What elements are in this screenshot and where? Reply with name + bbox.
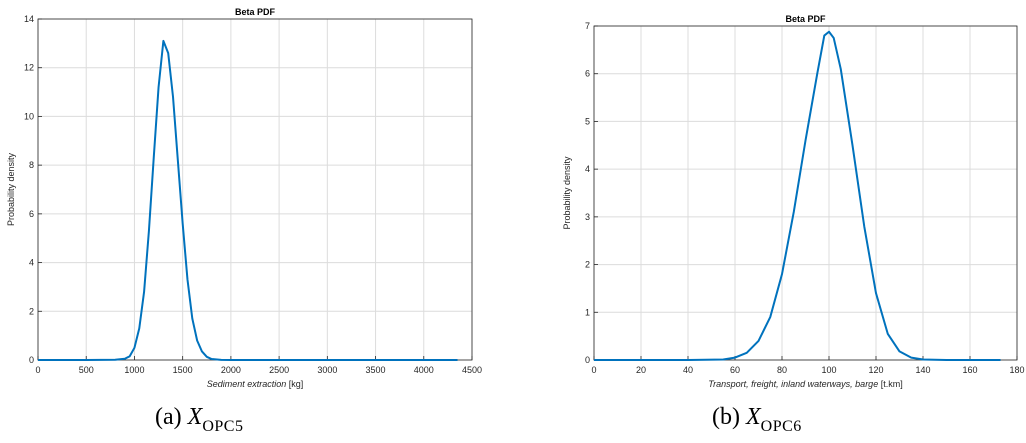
chart-a-axes-box <box>37 18 473 361</box>
chart-b-x-tick-label-0: 0 <box>591 365 596 375</box>
chart-b-y-tick-label-2: 2 <box>585 260 590 270</box>
chart-a-y-tick-label-4: 8 <box>29 160 34 170</box>
caption-a-label: (a) <box>155 404 182 430</box>
chart-a-svg: 0 500 1000 1500 2000 2500 3000 3500 4000 4500 0 2 4 6… <box>6 7 482 389</box>
chart-b-y-tick-label-5: 5 <box>585 116 590 126</box>
caption-b-label: (b) <box>712 404 740 430</box>
chart-b-y-tick-label-7: 7 <box>585 21 590 31</box>
chart-a-y-tick-label-7: 14 <box>24 14 34 24</box>
chart-b-y-tick-label-1: 1 <box>585 307 590 317</box>
chart-b-x-tick-label-2: 40 <box>683 365 693 375</box>
chart-b-svg: 0 20 40 60 80 100 120 140 160 180 0 1 2 3 4 5 6 7 Beta PDF… <box>562 14 1025 389</box>
chart-b-y-tick-label-6: 6 <box>585 69 590 79</box>
chart-b-y-axis-label: Probability density <box>562 156 572 230</box>
chart-a-x-tick-label-3: 1500 <box>173 365 193 375</box>
chart-b-x-tick-label-6: 120 <box>868 365 883 375</box>
caption-a: (a) XOPC5 <box>155 404 243 435</box>
chart-a-x-tick-label-1: 500 <box>79 365 94 375</box>
chart-b-x-axis-label: Transport, freight, inland waterways, ba… <box>708 379 902 389</box>
chart-b-y-tick-label-0: 0 <box>585 355 590 365</box>
caption-b: (b) XOPC6 <box>712 404 802 435</box>
chart-a-x-tick-label-8: 4000 <box>414 365 434 375</box>
chart-a-x-axis-label-text: Sediment extraction <box>207 379 289 389</box>
caption-b-symbol: X <box>745 404 761 430</box>
chart-panel-b: 0 20 40 60 80 100 120 140 160 180 0 1 2 3 4 5 6 7 Beta PDF… <box>520 0 1026 443</box>
chart-a-y-tick-label-1: 2 <box>29 306 34 316</box>
chart-a-x-tick-label-9: 4500 <box>462 365 482 375</box>
chart-a-y-tick-label-5: 10 <box>24 111 34 121</box>
chart-a-y-tick-label-0: 0 <box>29 355 34 365</box>
chart-b-x-tick-label-3: 60 <box>730 365 740 375</box>
caption-a-subscript: OPC5 <box>202 418 244 435</box>
chart-b-x-tick-label-4: 80 <box>777 365 787 375</box>
chart-a-x-tick-label-7: 3500 <box>366 365 386 375</box>
caption-a-symbol: X <box>187 404 203 430</box>
chart-b-x-tick-label-7: 140 <box>915 365 930 375</box>
chart-a-y-tick-label-2: 4 <box>29 258 34 268</box>
chart-a-x-axis-label: Sediment extraction [kg] <box>207 379 304 389</box>
chart-b-title: Beta PDF <box>785 14 826 24</box>
chart-a-y-tick-label-3: 6 <box>29 209 34 219</box>
chart-b-x-axis-label-text: Transport, freight, inland waterways, ba… <box>708 379 880 389</box>
caption-b-subscript: OPC6 <box>760 418 802 435</box>
chart-a-x-axis-unit: [kg] <box>289 379 304 389</box>
chart-a-x-tick-label-0: 0 <box>35 365 40 375</box>
chart-b-y-tick-label-3: 3 <box>585 212 590 222</box>
chart-a-title: Beta PDF <box>235 7 276 17</box>
chart-b-axes-box <box>593 25 1018 361</box>
chart-b-x-tick-label-8: 160 <box>962 365 977 375</box>
chart-a-series-line-0 <box>38 39 458 361</box>
chart-b-x-tick-label-5: 100 <box>821 365 836 375</box>
chart-b-x-tick-label-9: 180 <box>1009 365 1024 375</box>
chart-a-y-tick-label-6: 12 <box>24 63 34 73</box>
chart-a-x-tick-label-5: 2500 <box>269 365 289 375</box>
chart-panel-a: 0 500 1000 1500 2000 2500 3000 3500 4000 4500 0 2 4 6… <box>0 0 500 443</box>
chart-a-x-tick-label-6: 3000 <box>317 365 337 375</box>
chart-a-y-axis-label: Probability density <box>6 152 16 226</box>
chart-b-series-line-0 <box>594 30 1001 361</box>
chart-a-x-tick-label-2: 1000 <box>124 365 144 375</box>
chart-a-x-tick-label-4: 2000 <box>221 365 241 375</box>
chart-b-y-tick-label-4: 4 <box>585 164 590 174</box>
chart-b-x-tick-label-1: 20 <box>636 365 646 375</box>
chart-b-x-axis-unit: [t.km] <box>881 379 903 389</box>
